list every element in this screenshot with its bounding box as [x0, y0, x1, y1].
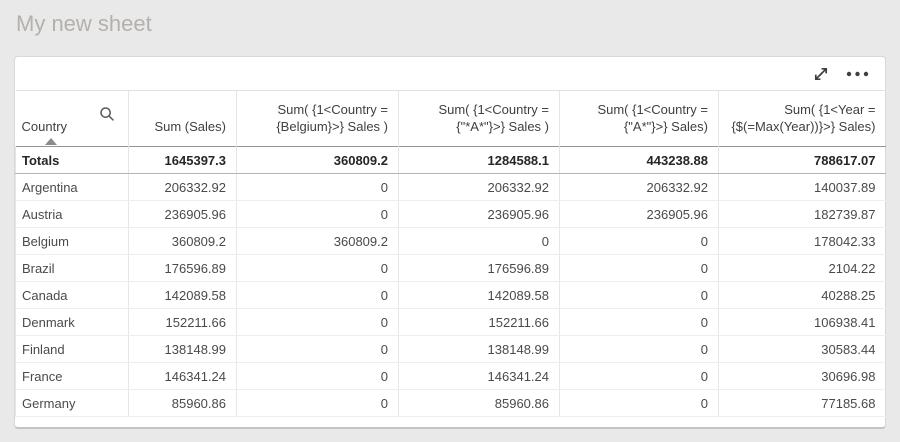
- column-header-label: {"A*"}>} Sales): [623, 119, 708, 134]
- measure-cell: 0: [559, 335, 719, 363]
- table-row: Germany 85960.86 0 85960.86 0 77185.68: [15, 389, 886, 417]
- measure-cell: 0: [559, 281, 719, 309]
- measure-cell: 182739.87: [718, 200, 886, 228]
- measure-cell: 138148.99: [398, 335, 560, 363]
- totals-row: Totals 1645397.3 360809.2 1284588.1 4432…: [15, 146, 886, 174]
- column-header-label: Country: [21, 119, 68, 134]
- measure-cell: 0: [559, 254, 719, 282]
- measure-cell: 0: [559, 308, 719, 336]
- measure-cell: 236905.96: [128, 200, 237, 228]
- country-cell[interactable]: Belgium: [15, 227, 129, 255]
- table-body: Totals 1645397.3 360809.2 1284588.1 4432…: [15, 146, 886, 417]
- country-cell[interactable]: Denmark: [15, 308, 129, 336]
- column-header-label: {Belgium}>} Sales ): [276, 119, 388, 134]
- measure-cell: 0: [236, 335, 399, 363]
- measure-cell: 77185.68: [718, 389, 886, 417]
- measure-cell: 0: [559, 362, 719, 390]
- measure-cell: 0: [236, 308, 399, 336]
- measure-cell: 0: [236, 389, 399, 417]
- column-header-country[interactable]: Country: [15, 90, 129, 147]
- measure-cell: 360809.2: [128, 227, 237, 255]
- straight-table: Country Sum (Sales) Sum( {1<Country = {B…: [15, 90, 886, 417]
- table-row: Austria 236905.96 0 236905.96 236905.96 18273…: [15, 200, 886, 228]
- totals-value: 788617.07: [718, 146, 886, 174]
- measure-cell: 140037.89: [718, 173, 886, 201]
- sort-ascending-icon: [44, 138, 57, 145]
- measure-cell: 138148.99: [128, 335, 237, 363]
- column-header-sum-star-a-star[interactable]: Sum( {1<Country = {"*A*"}>} Sales ): [398, 90, 560, 147]
- expand-button[interactable]: [809, 64, 833, 84]
- sheet-title: My new sheet: [16, 11, 152, 36]
- column-header-label: Sum( {1<Country =: [597, 102, 708, 117]
- measure-cell: 0: [236, 281, 399, 309]
- measure-cell: 206332.92: [398, 173, 560, 201]
- column-header-label: Sum( {1<Country =: [277, 102, 388, 117]
- column-header-label: Sum( {1<Country =: [438, 102, 549, 117]
- measure-cell: 142089.58: [398, 281, 560, 309]
- measure-cell: 2104.22: [718, 254, 886, 282]
- table-row: Canada 142089.58 0 142089.58 0 40288.25: [15, 281, 886, 309]
- measure-cell: 30696.98: [718, 362, 886, 390]
- country-cell[interactable]: Canada: [15, 281, 129, 309]
- column-header-label: Sum (Sales): [154, 119, 226, 134]
- country-cell[interactable]: Germany: [15, 389, 129, 417]
- country-cell[interactable]: Brazil: [15, 254, 129, 282]
- measure-cell: 206332.92: [128, 173, 237, 201]
- measure-cell: 0: [236, 173, 399, 201]
- measure-cell: 206332.92: [559, 173, 719, 201]
- header-row: Country Sum (Sales) Sum( {1<Country = {B…: [15, 90, 886, 147]
- totals-value: 1645397.3: [128, 146, 237, 174]
- country-cell[interactable]: Argentina: [15, 173, 129, 201]
- more-options-icon: [846, 71, 868, 77]
- measure-cell: 178042.33: [718, 227, 886, 255]
- measure-cell: 152211.66: [128, 308, 237, 336]
- column-header-label: Sum( {1<Year =: [784, 102, 876, 117]
- totals-value: 1284588.1: [398, 146, 560, 174]
- measure-cell: 0: [559, 389, 719, 417]
- table-row: Finland 138148.99 0 138148.99 0 30583.44: [15, 335, 886, 363]
- totals-value: 443238.88: [559, 146, 719, 174]
- country-cell[interactable]: Finland: [15, 335, 129, 363]
- more-options-button[interactable]: [845, 64, 869, 84]
- measure-cell: 85960.86: [128, 389, 237, 417]
- measure-cell: 0: [236, 254, 399, 282]
- country-cell[interactable]: Austria: [15, 200, 129, 228]
- measure-cell: 0: [559, 227, 719, 255]
- measure-cell: 0: [398, 227, 560, 255]
- table-row: Argentina 206332.92 0 206332.92 206332.92 140…: [15, 173, 886, 201]
- fullscreen-expand-icon: [814, 67, 828, 81]
- measure-cell: 176596.89: [398, 254, 560, 282]
- search-icon[interactable]: [99, 106, 115, 122]
- table-card: Country Sum (Sales) Sum( {1<Country = {B…: [14, 56, 886, 429]
- measure-cell: 40288.25: [718, 281, 886, 309]
- measure-cell: 0: [236, 200, 399, 228]
- column-header-label: {$(=Max(Year))}>} Sales): [731, 119, 876, 134]
- country-cell[interactable]: France: [15, 362, 129, 390]
- measure-cell: 85960.86: [398, 389, 560, 417]
- measure-cell: 360809.2: [236, 227, 399, 255]
- card-toolbar: [15, 57, 885, 90]
- measure-cell: 142089.58: [128, 281, 237, 309]
- table-row: France 146341.24 0 146341.24 0 30696.98: [15, 362, 886, 390]
- column-header-sum-a-star[interactable]: Sum( {1<Country = {"A*"}>} Sales): [559, 90, 719, 147]
- measure-cell: 176596.89: [128, 254, 237, 282]
- measure-cell: 0: [236, 362, 399, 390]
- column-header-label: {"*A*"}>} Sales ): [456, 119, 549, 134]
- table-row: Belgium 360809.2 360809.2 0 0 178042.33: [15, 227, 886, 255]
- measure-cell: 146341.24: [398, 362, 560, 390]
- column-header-sum-sales[interactable]: Sum (Sales): [128, 90, 237, 147]
- measure-cell: 236905.96: [398, 200, 560, 228]
- totals-value: 360809.2: [236, 146, 399, 174]
- measure-cell: 236905.96: [559, 200, 719, 228]
- totals-label: Totals: [15, 146, 129, 174]
- table-row: Brazil 176596.89 0 176596.89 0 2104.22: [15, 254, 886, 282]
- column-header-sum-belgium[interactable]: Sum( {1<Country = {Belgium}>} Sales ): [236, 90, 399, 147]
- measure-cell: 146341.24: [128, 362, 237, 390]
- measure-cell: 152211.66: [398, 308, 560, 336]
- table-row: Denmark 152211.66 0 152211.66 0 106938.41: [15, 308, 886, 336]
- column-header-sum-max-year[interactable]: Sum( {1<Year = {$(=Max(Year))}>} Sales): [718, 90, 886, 147]
- measure-cell: 106938.41: [718, 308, 886, 336]
- measure-cell: 30583.44: [718, 335, 886, 363]
